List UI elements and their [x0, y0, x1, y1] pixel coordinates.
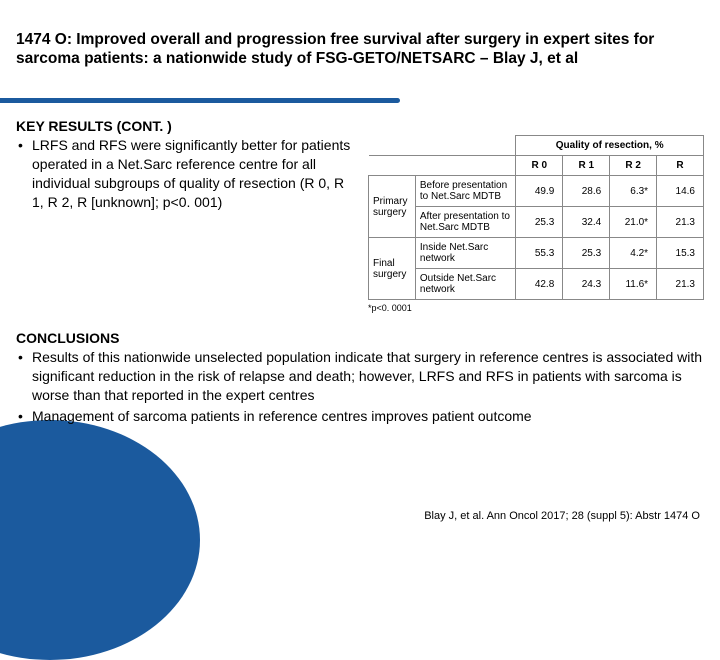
- table-cell: 6.3*: [610, 176, 657, 207]
- corner-decoration: [0, 420, 200, 660]
- table-cell: 21.3: [657, 207, 704, 238]
- table-cell: 55.3: [516, 238, 563, 269]
- table-cell: 28.6: [563, 176, 610, 207]
- table-cell: 24.3: [563, 269, 610, 300]
- slide-title: 1474 O: Improved overall and progression…: [16, 30, 704, 69]
- table-group-label: Final surgery: [369, 238, 416, 300]
- resection-table: Quality of resection, %R 0R 1R 2R Primary…: [368, 135, 704, 313]
- table-qor-header: Quality of resection, %: [516, 136, 704, 156]
- table-cell: 25.3: [563, 238, 610, 269]
- table-footnote: *p<0. 0001: [368, 303, 704, 313]
- table-col-header: R 2: [610, 156, 657, 176]
- table-cell: 4.2*: [610, 238, 657, 269]
- table-col-header: R 1: [563, 156, 610, 176]
- conclusions-bullet: Results of this nationwide unselected po…: [16, 348, 704, 405]
- table-cell: 42.8: [516, 269, 563, 300]
- table-cell: 49.9: [516, 176, 563, 207]
- table-cell: 14.6: [657, 176, 704, 207]
- table-cell: 11.6*: [610, 269, 657, 300]
- key-results-bullet: LRFS and RFS were significantly better f…: [16, 136, 356, 212]
- conclusions-heading: CONCLUSIONS: [16, 330, 704, 346]
- table-cell: 32.4: [563, 207, 610, 238]
- table-group-label: Primary surgery: [369, 176, 416, 238]
- key-results-block: KEY RESULTS (CONT. ) LRFS and RFS were s…: [16, 118, 356, 212]
- title-divider: [0, 98, 400, 103]
- table-row-label: Inside Net.Sarc network: [415, 238, 516, 269]
- table-blank-header: [369, 136, 516, 156]
- table-row-label: After presentation to Net.Sarc MDTB: [415, 207, 516, 238]
- table-cell: 21.3: [657, 269, 704, 300]
- table-row-label: Before presentation to Net.Sarc MDTB: [415, 176, 516, 207]
- table-col-header: R: [657, 156, 704, 176]
- citation: Blay J, et al. Ann Oncol 2017; 28 (suppl…: [424, 510, 700, 522]
- table-col-header: R 0: [516, 156, 563, 176]
- conclusions-block: CONCLUSIONS Results of this nationwide u…: [16, 330, 704, 428]
- table-cell: 15.3: [657, 238, 704, 269]
- table-cell: 25.3: [516, 207, 563, 238]
- table-row-label: Outside Net.Sarc network: [415, 269, 516, 300]
- key-results-heading: KEY RESULTS (CONT. ): [16, 118, 356, 134]
- table-cell: 21.0*: [610, 207, 657, 238]
- conclusions-bullet: Management of sarcoma patients in refere…: [16, 407, 704, 426]
- table-blank-header2: [369, 156, 516, 176]
